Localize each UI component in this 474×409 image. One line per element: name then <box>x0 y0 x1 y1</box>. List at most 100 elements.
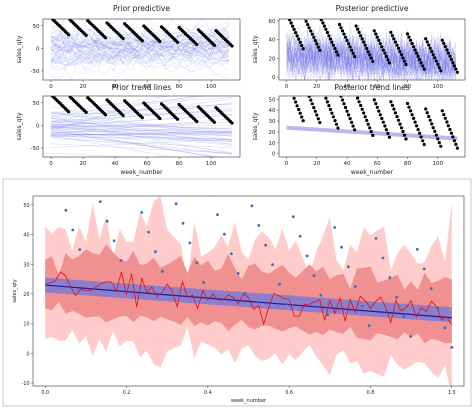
prior-trend-line <box>50 118 233 145</box>
observed-point <box>333 119 337 123</box>
observed-point <box>368 126 372 130</box>
observed-point <box>422 142 426 147</box>
observed-point <box>445 48 449 52</box>
posterior-sample-line <box>286 32 453 80</box>
observed-point <box>119 259 123 262</box>
observed-point <box>345 38 349 43</box>
prior-trend-line <box>51 128 232 132</box>
observed-point <box>371 59 375 64</box>
prior-trend-line <box>50 136 233 155</box>
y-tick-label: -50 <box>31 146 40 152</box>
observed-point <box>428 118 432 122</box>
x-tick-label: 40 <box>344 84 351 90</box>
observed-point <box>257 224 261 227</box>
observed-point <box>455 70 459 74</box>
prior-trend-line <box>51 136 232 140</box>
observed-point <box>439 69 443 73</box>
observed-point <box>295 34 299 38</box>
prior-sample-line <box>50 20 229 67</box>
observed-point <box>278 282 281 286</box>
observed-point <box>140 211 144 214</box>
posterior-sample-line <box>286 23 457 80</box>
prior-trend-line <box>51 136 232 142</box>
observed-point <box>313 39 317 43</box>
observed-point <box>154 250 157 254</box>
y-tick-label: 50 <box>33 24 40 30</box>
posterior-sample-line <box>286 34 457 80</box>
observed-point <box>312 106 316 110</box>
prior-sample-line <box>50 28 229 48</box>
observed-point <box>303 84 306 87</box>
observed-point <box>289 21 293 25</box>
posterior-sample-line <box>286 23 457 80</box>
observed-point <box>363 43 367 47</box>
observed-point <box>448 54 452 58</box>
observed-point <box>384 54 388 59</box>
observed-point <box>264 243 268 247</box>
observed-point <box>416 128 420 132</box>
observed-point <box>323 96 325 97</box>
observed-point <box>454 67 458 71</box>
x-tick-label: 80 <box>404 84 411 90</box>
observed-point <box>336 126 340 130</box>
observed-point <box>395 115 399 119</box>
posterior-sample-line <box>286 32 456 80</box>
y-tick-label: 0 <box>36 123 40 129</box>
observed-point <box>398 50 402 54</box>
observed-point <box>360 304 364 308</box>
x-tick-label: 100 <box>433 84 444 90</box>
observed-point <box>415 247 419 251</box>
prior-trend-line <box>50 128 214 157</box>
observed-point <box>351 51 355 56</box>
posterior-sample-line <box>286 37 456 80</box>
prior-sample-line <box>50 40 229 68</box>
prior-sample-line <box>50 42 229 62</box>
posterior-sample-line <box>286 41 456 80</box>
x-tick-label: 1.0 <box>448 390 456 396</box>
observed-point <box>431 126 435 130</box>
y-tick-label: 10 <box>23 322 29 328</box>
posterior-sample-line <box>286 34 457 80</box>
observed-point <box>161 269 164 273</box>
prior-sample-line <box>50 46 229 69</box>
observed-point <box>175 117 180 121</box>
observed-point <box>418 58 422 62</box>
y-tick-label: -50 <box>31 69 40 75</box>
y-tick-label: 0 <box>272 75 276 81</box>
observed-point <box>324 27 328 31</box>
observed-point <box>416 54 420 59</box>
posterior-sample-line <box>286 34 456 80</box>
prior-trend-line <box>51 133 232 136</box>
chart-posterior-trend-lines: 0 20 40 60 80 100 0 10 20 30 40 50 Posterior trend l… <box>252 83 466 176</box>
prior-trend-line <box>50 96 206 129</box>
observed-point <box>396 46 401 51</box>
observed-point <box>359 34 363 38</box>
posterior-sample-line <box>286 25 457 80</box>
observed-point <box>236 272 240 275</box>
prior-trend-line <box>51 132 232 136</box>
prior-trend-line <box>50 135 174 157</box>
y-tick-label: 30 <box>23 262 29 268</box>
x-tick-label: 20 <box>313 161 320 167</box>
x-tick-label: 0.6 <box>285 390 293 396</box>
observed-point <box>410 41 414 46</box>
observed-point <box>372 98 376 102</box>
y-axis-label: sales_qty <box>12 279 18 302</box>
observed-point <box>84 33 88 38</box>
observed-point <box>212 120 216 124</box>
posterior-sample-line <box>286 34 457 80</box>
observed-point <box>374 237 378 240</box>
prior-sample-line <box>50 40 229 58</box>
observed-point <box>405 101 410 106</box>
y-tick-label: 40 <box>269 38 276 44</box>
observed-point <box>67 33 71 37</box>
prior-sample-line <box>50 33 229 50</box>
prior-trend-line <box>50 114 233 127</box>
chart-prior-trend-lines: 0 20 40 60 80 100 -50 0 50 Prior trend lines week_… <box>16 83 241 176</box>
plot-area <box>50 96 234 157</box>
observed-point <box>350 120 354 124</box>
y-tick-label: 40 <box>23 233 29 239</box>
observed-point <box>315 113 319 117</box>
prior-sample-line <box>50 35 229 55</box>
observed-point <box>440 109 444 113</box>
